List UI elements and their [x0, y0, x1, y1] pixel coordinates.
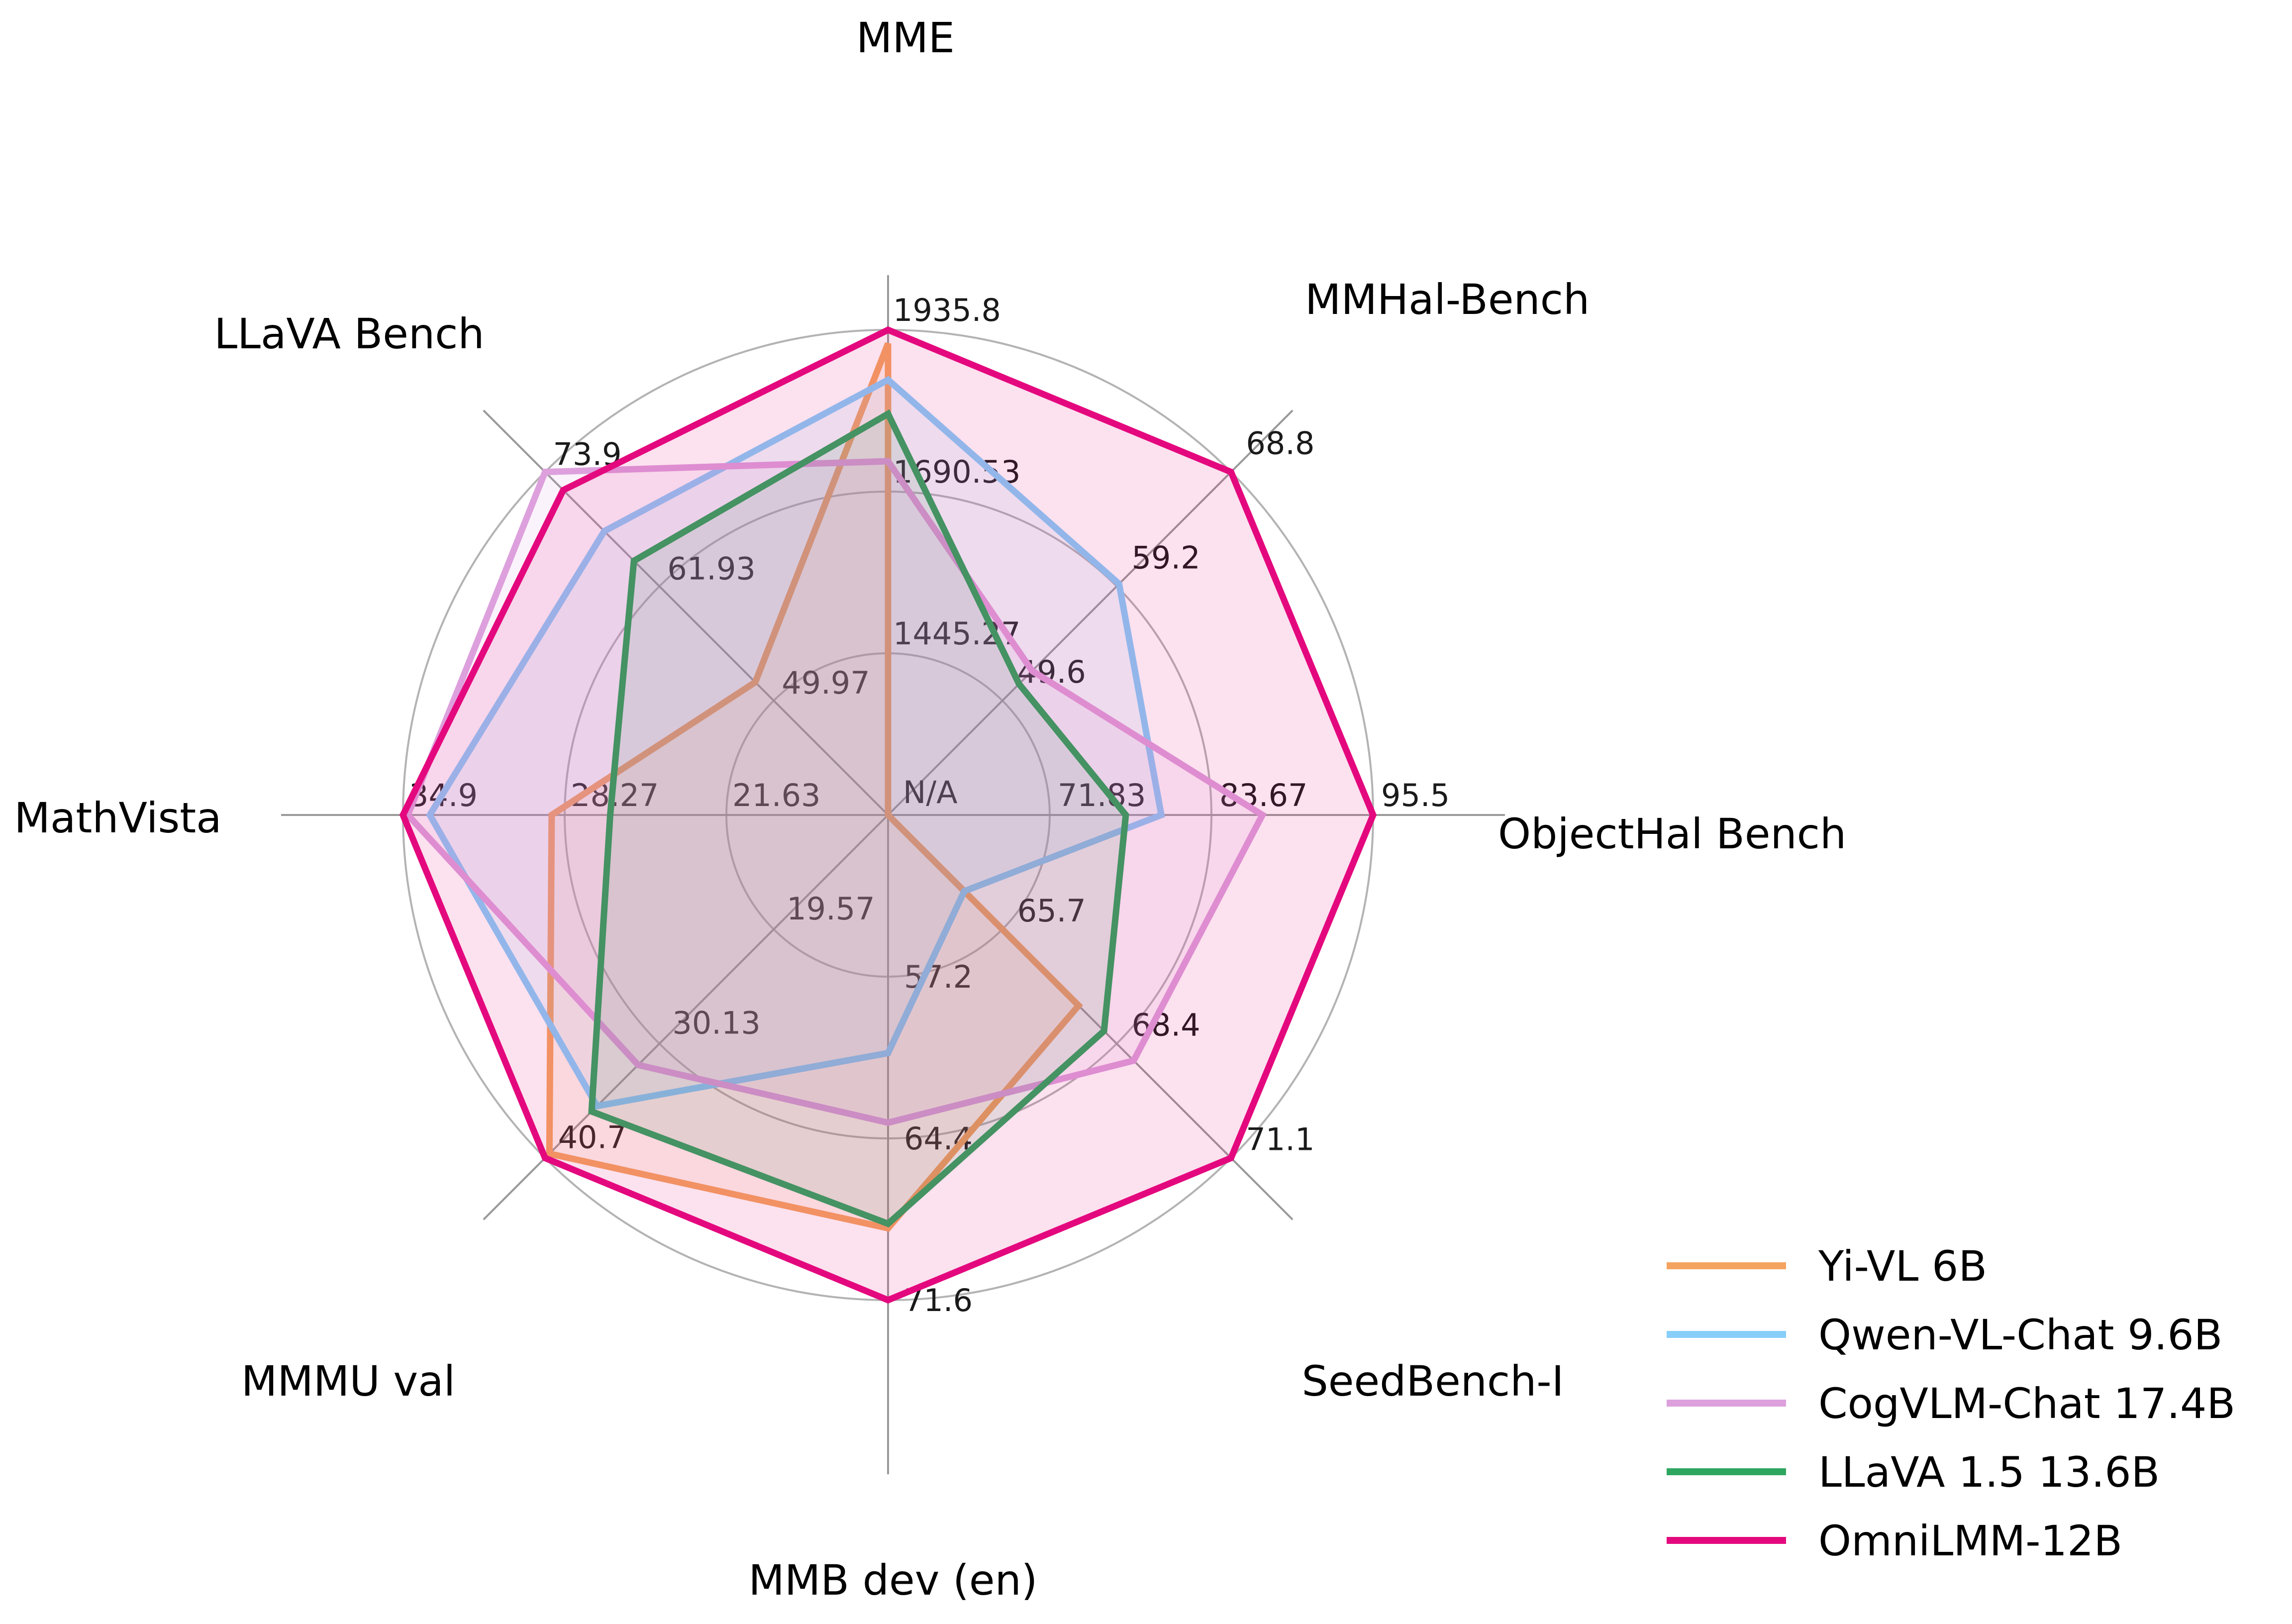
- legend-item-qwen-vl-chat-9-6b: Qwen-VL-Chat 9.6B: [1667, 1311, 2222, 1359]
- tick-label-mmmu-val-0: 19.57: [787, 891, 875, 927]
- axis-title-mmhal-bench: MMHal-Bench: [1305, 275, 1590, 324]
- legend-label-llava-1-5-13-6b: LLaVA 1.5 13.6B: [1818, 1448, 2160, 1497]
- legend-item-llava-1-5-13-6b: LLaVA 1.5 13.6B: [1667, 1448, 2160, 1497]
- legend-item-omnilmm-12b: OmniLMM-12B: [1667, 1517, 2122, 1565]
- series-polygon-qwen-vl-chat-9-6b: [426, 376, 1165, 1110]
- tick-label-mmhal-bench-2: 68.8: [1246, 425, 1314, 462]
- legend-label-yi-vl-6b: Yi-VL 6B: [1818, 1242, 1987, 1291]
- legend: Yi-VL 6B Qwen-VL-Chat 9.6B CogVLM-Chat 17.…: [1667, 1242, 2235, 1565]
- legend-item-yi-vl-6b: Yi-VL 6B: [1667, 1242, 1987, 1291]
- series-polygon-cogvlm-chat-17-4b: [404, 458, 1267, 1126]
- series-layer: [399, 326, 1377, 1304]
- tick-label-mme-2: 1935.8: [893, 292, 1001, 328]
- tick-label-objecthal-bench-2: 95.5: [1381, 777, 1450, 813]
- tick-label-mmmu-val-1: 30.13: [672, 1005, 761, 1041]
- axis-title-mmb-dev-en: MMB dev (en): [748, 1556, 1038, 1605]
- legend-item-cogvlm-chat-17-4b: CogVLM-Chat 17.4B: [1667, 1379, 2235, 1428]
- center-label-na: N/A: [903, 774, 958, 811]
- tick-label-layer: 1445.271690.531935.8N/A49.659.268.871.83…: [409, 292, 1450, 1319]
- tick-label-seedbench-i-2: 71.1: [1246, 1121, 1314, 1157]
- axis-title-mathvista: MathVista: [14, 794, 222, 842]
- axis-spoke-llava-bench: [483, 409, 889, 816]
- tick-label-llava-bench-0: 49.97: [782, 665, 870, 701]
- series-polygon-yi-vl-6b: [546, 342, 1083, 1232]
- tick-label-mathvista-0: 21.63: [732, 777, 821, 813]
- axis-title-mme: MME: [856, 13, 955, 62]
- axis-spoke-mmhal-bench: [887, 409, 1294, 816]
- axis-title-mmmu-val: MMMU val: [241, 1357, 456, 1406]
- legend-label-cogvlm-chat-17-4b: CogVLM-Chat 17.4B: [1818, 1379, 2235, 1428]
- series-polygon-omnilmm-12b: [399, 326, 1377, 1304]
- tick-label-llava-bench-1: 61.93: [667, 550, 756, 587]
- tick-label-mmmu-val-2: 40.7: [558, 1119, 627, 1155]
- tick-label-seedbench-i-0: 65.7: [1017, 893, 1086, 929]
- legend-label-qwen-vl-chat-9-6b: Qwen-VL-Chat 9.6B: [1818, 1311, 2222, 1359]
- tick-label-mmhal-bench-1: 59.2: [1132, 539, 1200, 576]
- axis-title-seedbench-i: SeedBench-I: [1301, 1357, 1564, 1406]
- series-polygon-llava-1-5-13-6b: [588, 409, 1129, 1227]
- axis-title-llava-bench: LLaVA Bench: [214, 309, 485, 358]
- axis-title-objecthal-bench: ObjectHal Bench: [1498, 810, 1847, 858]
- legend-label-omnilmm-12b: OmniLMM-12B: [1818, 1517, 2122, 1565]
